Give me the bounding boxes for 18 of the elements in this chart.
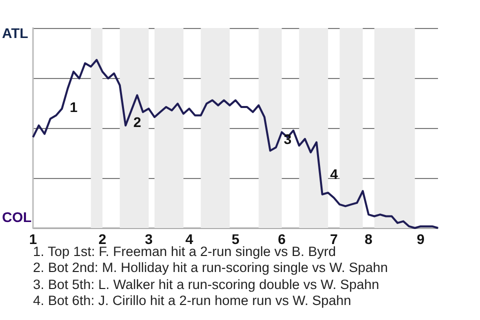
annotation: 2: [133, 114, 142, 130]
annotation: 1: [70, 98, 78, 115]
text: 3. Bot 5th: L. Walker hit a run-scoring double vs W. Spahn: [33, 276, 380, 293]
annotation: 4: [330, 166, 338, 182]
x-tick-label: 5: [232, 231, 240, 247]
x-tick-label: 3: [144, 231, 153, 247]
text: 1. Top 1st: F. Freeman hit a 2-run single vs B. Byrd: [33, 244, 336, 259]
x-tick-label: 1: [29, 231, 38, 247]
text: COL: [2, 209, 32, 225]
x-tick-label: 9: [416, 231, 425, 247]
text: 2. Bot 2nd: M. Holliday hit a run-scoring single vs W. Spahn: [33, 260, 388, 277]
text: ATL: [2, 25, 28, 41]
text: 4. Bot 6th: J. Cirillo hit a 2-run home run vs W. Spahn: [33, 292, 352, 310]
x-tick-label: 6: [278, 231, 286, 247]
x-tick-label: 2: [98, 231, 107, 247]
x-tick-label: 4: [185, 231, 194, 247]
x-tick-label: 7: [330, 231, 338, 247]
x-tick-label: 8: [364, 231, 373, 247]
